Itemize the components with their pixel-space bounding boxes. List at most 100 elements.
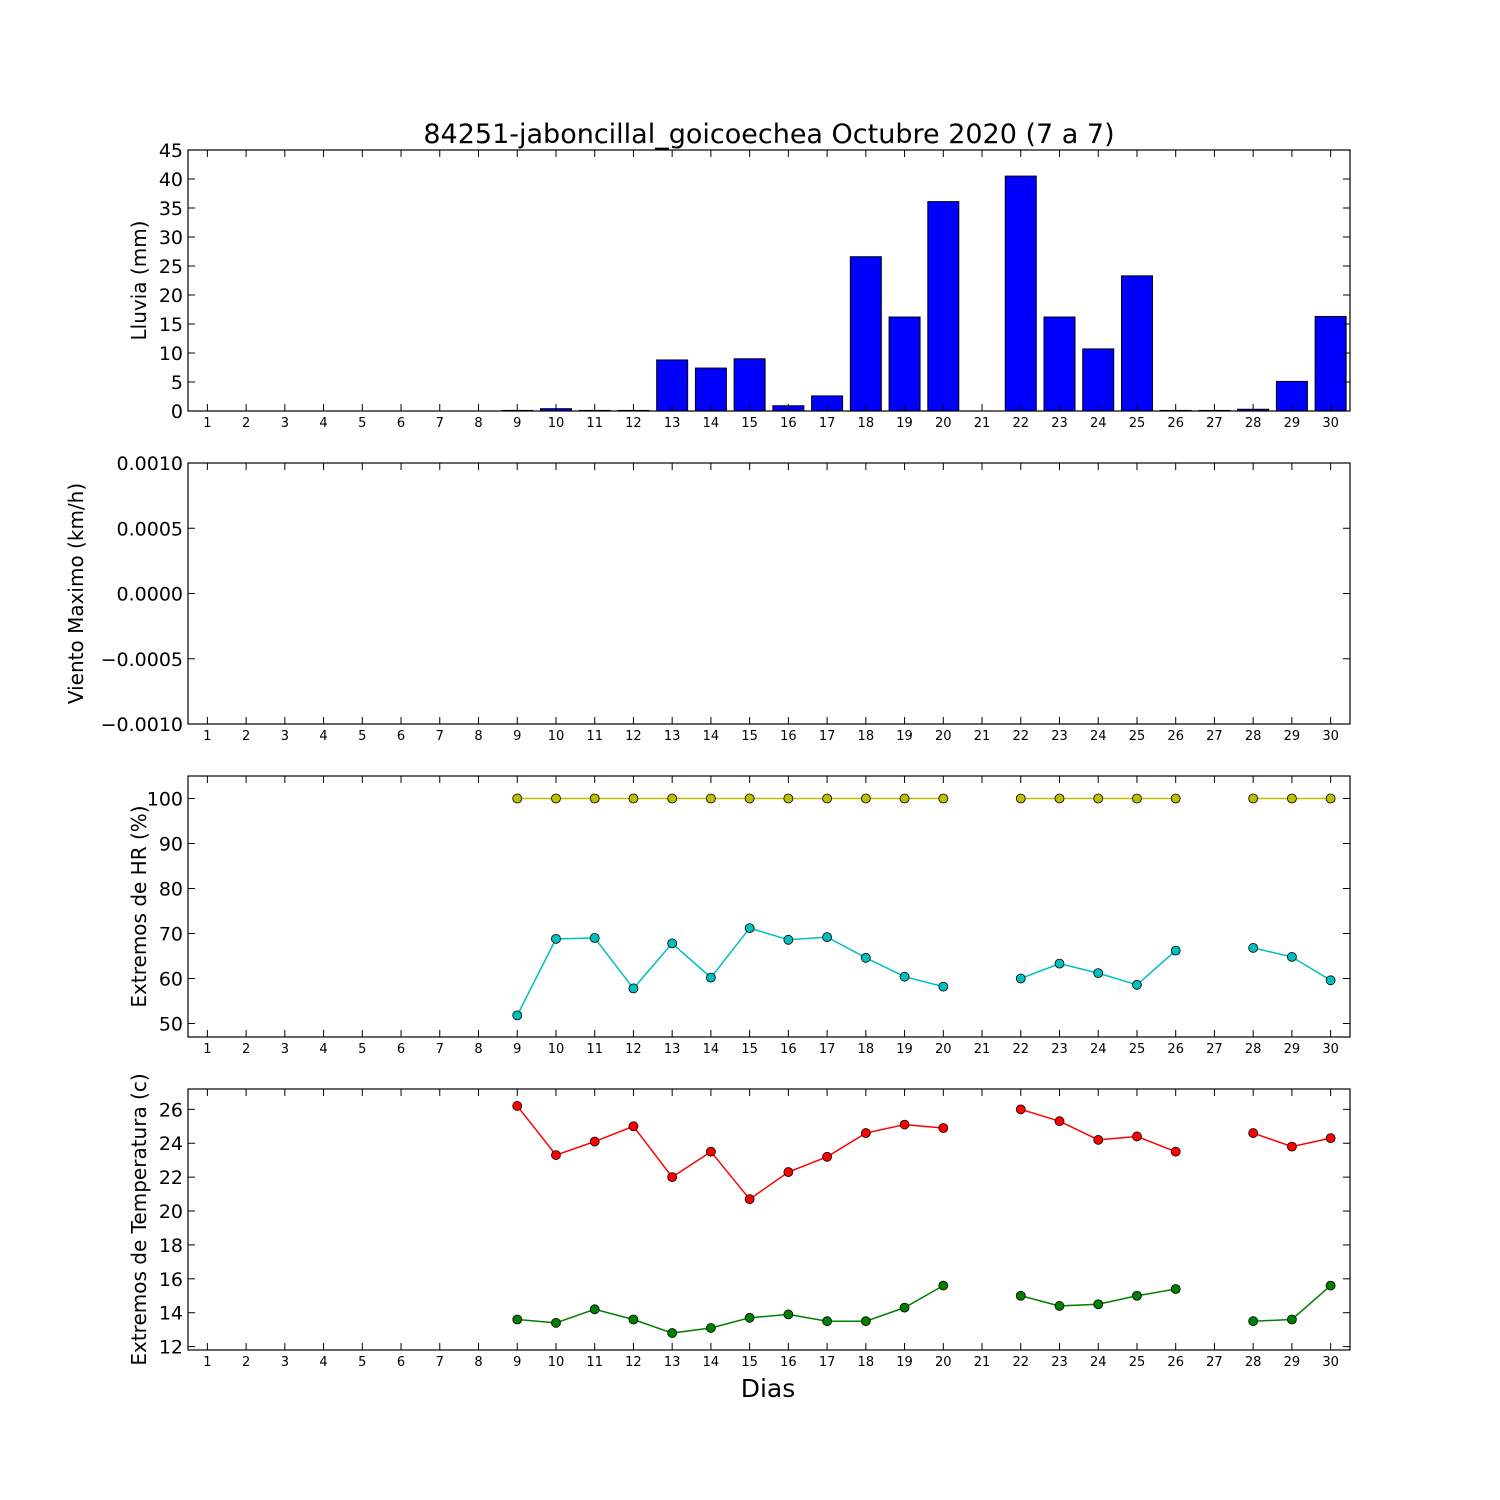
series-line	[516, 1105, 944, 1201]
data-point	[938, 1123, 949, 1133]
data-point	[628, 1121, 639, 1132]
x-tick-label: 2	[242, 1042, 250, 1057]
data-point	[589, 1304, 600, 1315]
data-point	[667, 938, 678, 949]
x-tick-label: 23	[1051, 1042, 1068, 1057]
data-point	[1015, 973, 1026, 984]
x-tick-label: 9	[513, 1042, 521, 1057]
data-point	[706, 1323, 716, 1333]
x-tick-label: 16	[780, 416, 797, 431]
x-tick-label: 14	[703, 416, 720, 431]
x-tick-label: 19	[896, 1355, 913, 1370]
series-line	[1020, 1108, 1176, 1153]
data-point	[1132, 793, 1142, 804]
data-point	[589, 793, 600, 804]
x-tick-label: 14	[703, 1042, 720, 1057]
x-tick-label: 17	[819, 1355, 836, 1370]
y-tick-label: 45	[159, 140, 183, 162]
x-tick-label: 3	[281, 1355, 289, 1370]
x-tick-label: 28	[1245, 729, 1262, 744]
x-tick-label: 16	[780, 1042, 797, 1057]
data-point	[1325, 1280, 1336, 1291]
rain-bar	[849, 256, 882, 412]
x-tick-label: 7	[436, 1355, 444, 1370]
y-tick-label: 30	[159, 227, 183, 249]
rain-bar	[1314, 315, 1347, 412]
x-tick-label: 15	[741, 1042, 758, 1057]
rain-bar	[1043, 316, 1076, 412]
data-point	[667, 793, 678, 804]
rain-bar	[733, 358, 766, 412]
x-tick-label: 16	[780, 729, 797, 744]
x-tick-label: 7	[436, 1042, 444, 1057]
x-tick-label: 6	[397, 1042, 405, 1057]
x-tick-label: 29	[1284, 1355, 1301, 1370]
data-point	[744, 1194, 755, 1205]
data-point	[667, 1328, 678, 1338]
rain-bar	[927, 201, 960, 412]
chart-title: 84251-jaboncillal_goicoechea Octubre 202…	[423, 119, 1114, 150]
data-point	[512, 1010, 523, 1021]
y-tick-label: 15	[159, 314, 183, 336]
x-tick-label: 11	[586, 729, 603, 744]
data-point	[1287, 952, 1297, 962]
data-point	[1287, 793, 1297, 804]
y-axis-label: Extremos de HR (%)	[127, 805, 151, 1007]
data-point	[1132, 1131, 1142, 1142]
data-point	[1170, 1146, 1181, 1157]
x-tick-label: 3	[281, 1042, 289, 1057]
y-tick-label: 20	[159, 285, 183, 307]
data-point	[1170, 793, 1181, 804]
x-tick-label: 9	[513, 1355, 521, 1370]
x-tick-label: 25	[1129, 729, 1146, 744]
y-tick-label: 40	[159, 169, 183, 191]
x-tick-label: 7	[436, 729, 444, 744]
x-tick-label: 13	[664, 1042, 681, 1057]
data-point	[667, 1172, 678, 1183]
x-tick-label: 23	[1051, 416, 1068, 431]
y-tick-label: 0	[171, 401, 183, 423]
y-tick-label: 50	[159, 1014, 183, 1036]
data-point	[1054, 958, 1065, 969]
data-point	[1093, 968, 1104, 978]
x-tick-label: 13	[664, 1355, 681, 1370]
x-tick-label: 12	[625, 729, 642, 744]
x-tick-label: 5	[358, 729, 366, 744]
x-tick-label: 15	[741, 1355, 758, 1370]
x-tick-label: 8	[474, 729, 482, 744]
x-tick-label: 26	[1167, 729, 1184, 744]
data-point	[1093, 1134, 1104, 1145]
data-point	[860, 1316, 871, 1327]
x-tick-label: 17	[819, 1042, 836, 1057]
x-tick-label: 1	[203, 729, 211, 744]
data-point	[1248, 1128, 1259, 1138]
y-tick-label: 25	[159, 256, 183, 278]
data-point	[783, 793, 794, 804]
x-tick-label: 2	[242, 1355, 250, 1370]
x-tick-label: 10	[548, 1355, 565, 1370]
x-tick-label: 22	[1012, 729, 1029, 744]
data-point	[589, 1136, 600, 1147]
data-point	[706, 793, 716, 804]
data-point	[512, 1314, 523, 1325]
x-tick-label: 24	[1090, 1355, 1107, 1370]
x-tick-label: 1	[203, 1355, 211, 1370]
data-point	[822, 1316, 832, 1327]
y-tick-label: 5	[171, 372, 183, 394]
x-tick-label: 30	[1322, 1355, 1339, 1370]
data-point	[1325, 1133, 1336, 1144]
y-tick-label: 0.0005	[117, 518, 183, 540]
x-tick-label: 9	[513, 729, 521, 744]
x-tick-label: 18	[858, 1042, 875, 1057]
x-tick-label: 21	[974, 416, 991, 431]
x-tick-label: 13	[664, 416, 681, 431]
x-tick-label: 30	[1322, 1042, 1339, 1057]
x-tick-label: 21	[974, 1042, 991, 1057]
y-tick-label: 16	[159, 1269, 183, 1291]
data-point	[1015, 793, 1026, 804]
y-tick-label: 18	[159, 1235, 183, 1257]
